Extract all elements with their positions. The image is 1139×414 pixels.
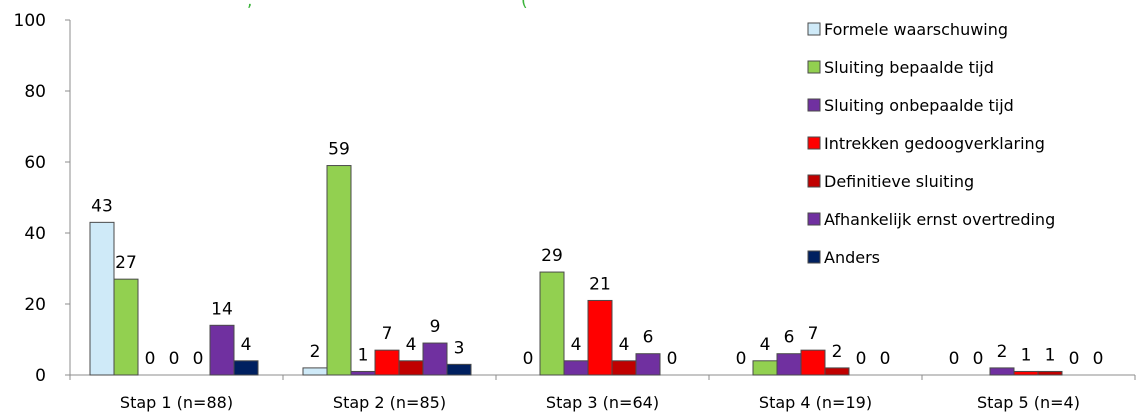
bar <box>752 360 778 376</box>
legend-swatch <box>807 250 821 264</box>
legend-swatch <box>807 136 821 150</box>
data-label: 0 <box>169 349 180 369</box>
data-label: 0 <box>1093 349 1104 369</box>
bar <box>233 360 259 376</box>
bars <box>89 165 1063 376</box>
data-label: 7 <box>382 324 393 344</box>
data-label: 1 <box>358 345 369 365</box>
bar <box>824 367 850 376</box>
y-tick-label: 40 <box>24 224 46 244</box>
x-axis: Stap 1 (n=88) Stap 2 (n=85) Stap 3 (n=64) S… <box>69 374 1136 412</box>
bar <box>1037 370 1063 376</box>
legend-swatch <box>807 174 821 188</box>
bar <box>398 360 424 376</box>
x-category-label: Stap 4 (n=19) <box>759 393 872 412</box>
legend-label: Definitieve sluiting <box>824 172 974 191</box>
data-label: 4 <box>406 335 417 355</box>
data-label: 0 <box>973 349 984 369</box>
data-label: 21 <box>589 274 611 294</box>
legend-label: Formele waarschuwing <box>824 20 1008 39</box>
legend-swatch <box>807 22 821 36</box>
bar <box>587 299 613 376</box>
bar <box>563 360 589 376</box>
bar <box>326 165 352 376</box>
title-fragment-right: ( <box>521 0 528 11</box>
bar <box>113 278 139 376</box>
y-tick-label: 80 <box>24 82 46 102</box>
legend-swatch <box>807 212 821 226</box>
data-label: 0 <box>667 349 678 369</box>
data-label: 6 <box>643 328 654 348</box>
legend-swatch <box>807 60 821 74</box>
data-label: 0 <box>145 349 156 369</box>
data-label: 4 <box>619 335 630 355</box>
data-label: 1 <box>1021 345 1032 365</box>
data-label: 2 <box>832 342 843 362</box>
bar <box>611 360 637 376</box>
legend-label: Intrekken gedoogverklaring <box>824 134 1045 153</box>
data-label: 2 <box>997 342 1008 362</box>
bar <box>989 367 1015 376</box>
data-label: 2 <box>310 342 321 362</box>
chart-title: , ( <box>247 0 528 11</box>
data-label: 0 <box>856 349 867 369</box>
data-label: 4 <box>571 335 582 355</box>
x-category-label: Stap 5 (n=4) <box>977 393 1080 412</box>
data-label: 4 <box>241 335 252 355</box>
bar <box>209 324 235 376</box>
data-label: 0 <box>193 349 204 369</box>
data-label: 0 <box>1069 349 1080 369</box>
data-label: 1 <box>1045 345 1056 365</box>
legend: Formele waarschuwing Sluiting bepaalde ti… <box>807 20 1055 267</box>
data-label: 14 <box>211 299 233 319</box>
x-category-label: Stap 3 (n=64) <box>546 393 659 412</box>
data-label: 29 <box>541 246 563 266</box>
x-category-label: Stap 1 (n=88) <box>120 393 233 412</box>
data-label: 0 <box>736 349 747 369</box>
bar <box>374 349 400 376</box>
data-label: 27 <box>115 253 137 273</box>
legend-label: Anders <box>824 248 880 267</box>
data-label: 0 <box>523 349 534 369</box>
bar <box>89 221 115 376</box>
bar <box>302 367 328 376</box>
data-label: 7 <box>808 324 819 344</box>
y-tick-label: 100 <box>14 11 46 31</box>
bar <box>776 353 802 376</box>
data-label: 0 <box>880 349 891 369</box>
data-label: 4 <box>760 335 771 355</box>
bar <box>800 349 826 376</box>
y-axis: 0 20 40 60 80 100 <box>14 11 71 386</box>
data-label: 43 <box>91 196 113 216</box>
x-category-label: Stap 2 (n=85) <box>333 393 446 412</box>
legend-label: Sluiting onbepaalde tijd <box>824 96 1014 115</box>
bar <box>539 271 565 376</box>
data-label: 59 <box>328 140 350 160</box>
title-fragment-left: , <box>247 0 252 11</box>
y-tick-label: 20 <box>24 295 46 315</box>
bar <box>350 370 376 376</box>
bar <box>422 342 448 376</box>
data-label: 9 <box>430 317 441 337</box>
bar <box>635 353 661 376</box>
legend-label: Sluiting bepaalde tijd <box>824 58 994 77</box>
data-label: 0 <box>949 349 960 369</box>
y-tick-label: 60 <box>24 153 46 173</box>
y-tick-label: 0 <box>35 366 46 386</box>
bar <box>1013 370 1039 376</box>
bar <box>446 363 472 376</box>
legend-label: Afhankelijk ernst overtreding <box>824 210 1055 229</box>
legend-swatch <box>807 98 821 112</box>
data-label: 3 <box>454 338 465 358</box>
data-label: 6 <box>784 328 795 348</box>
